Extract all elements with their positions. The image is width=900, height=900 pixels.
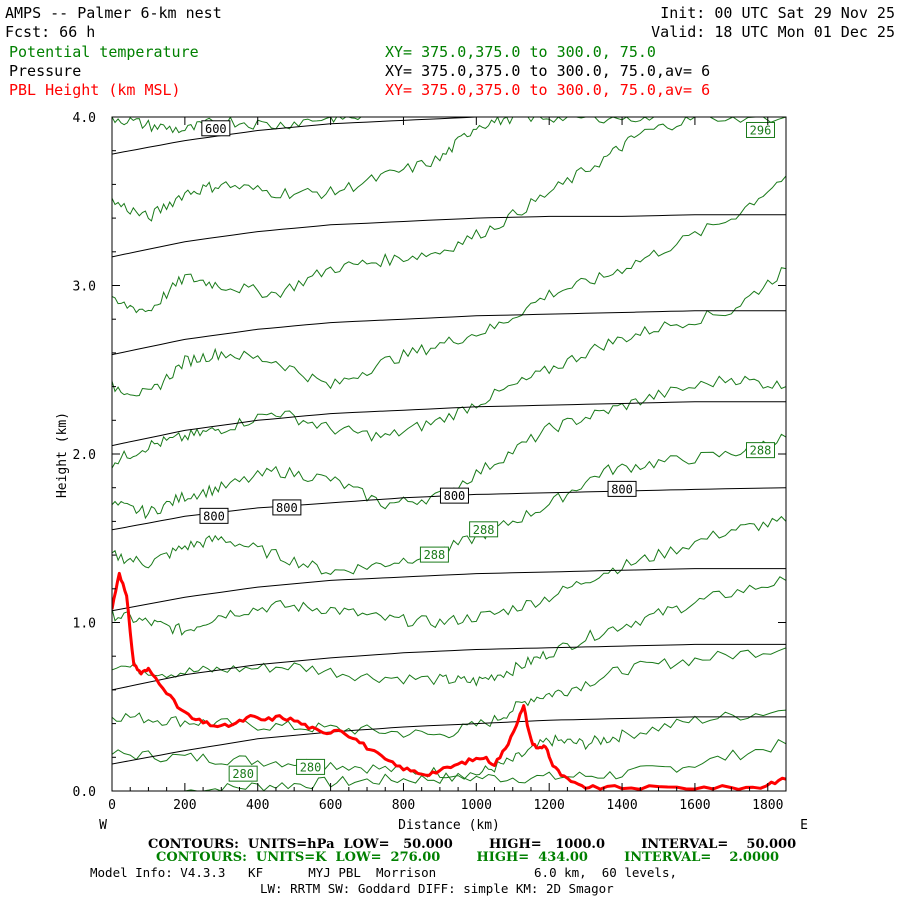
svg-text:800: 800 bbox=[611, 482, 633, 496]
y-tick-label: 2.0 bbox=[73, 448, 96, 463]
x-tick-label: 200 bbox=[173, 798, 196, 813]
x-tick-label: 1800 bbox=[752, 798, 783, 813]
pressure-isobar-700 bbox=[112, 310, 786, 356]
model-info: Model Info: V4.3.3 KF MYJ PBL Morrison 6… bbox=[90, 865, 677, 880]
svg-text:288: 288 bbox=[473, 523, 495, 537]
forecast-hour: Fcst: 66 h bbox=[5, 23, 95, 41]
x-axis-label: Distance (km) bbox=[398, 818, 500, 833]
svg-text:296: 296 bbox=[750, 123, 772, 137]
legend-theta-name: Potential temperature bbox=[9, 43, 199, 61]
axis-ticks: 0 200 400 600 800 1000 1200 1400 1600 1800 0.0 1.0 2… bbox=[73, 111, 786, 813]
pressure-isobar-950 bbox=[112, 716, 786, 765]
physics-info: LW: RRTM SW: Goddard DIFF: simple KM: 2D… bbox=[260, 881, 614, 896]
pressure-isobar-650 bbox=[112, 214, 786, 258]
x-tick-label: 0 bbox=[108, 798, 116, 813]
contour-labels: 600 800 800 800 800 296 288 288 288 280 280 bbox=[199, 120, 775, 782]
theta-isentrope-298 bbox=[112, 117, 659, 222]
theta-isentrope-286 bbox=[112, 515, 786, 636]
theta-isentrope-282 bbox=[112, 647, 786, 739]
svg-text:280: 280 bbox=[300, 760, 322, 774]
theta-isentrope-292 bbox=[112, 267, 786, 469]
svg-text:288: 288 bbox=[750, 444, 772, 458]
y-tick-label: 4.0 bbox=[73, 111, 96, 126]
x-tick-label: 1200 bbox=[534, 798, 565, 813]
x-tick-label: 400 bbox=[246, 798, 269, 813]
legend-theta-spec: XY= 375.0,375.0 to 300.0, 75.0 bbox=[385, 43, 656, 61]
pbl-height-line bbox=[112, 571, 786, 791]
x-tick-label: 800 bbox=[392, 798, 415, 813]
pressure-label-600: 600 bbox=[201, 120, 231, 137]
svg-text:280: 280 bbox=[232, 767, 254, 781]
pressure-isobar-850 bbox=[112, 568, 786, 612]
theta-isentrope-288 bbox=[112, 433, 786, 575]
theta-label-296: 296 bbox=[745, 121, 775, 138]
x-tick-label: 1000 bbox=[461, 798, 492, 813]
svg-text:288: 288 bbox=[424, 548, 446, 562]
theta-isentrope-300 bbox=[112, 117, 367, 134]
theta-label-288: 288 bbox=[419, 546, 449, 563]
theta-label-280: 280 bbox=[296, 758, 326, 775]
theta-isentrope-278 bbox=[184, 739, 786, 791]
pressure-label-800: 800 bbox=[199, 507, 229, 524]
theta-isentrope-296 bbox=[112, 117, 786, 314]
y-axis-label: Height (km) bbox=[55, 412, 70, 498]
x-axis-west-label: W bbox=[99, 818, 107, 833]
legend-pbl-name: PBL Height (km MSL) bbox=[9, 81, 181, 99]
x-tick-label: 600 bbox=[319, 798, 342, 813]
theta-contour-info: CONTOURS: UNITS=K LOW= 276.00 HIGH= 434.… bbox=[156, 850, 779, 865]
theta-isentrope-280 bbox=[112, 709, 786, 780]
init-time: Init: 00 UTC Sat 29 Nov 25 bbox=[660, 4, 895, 22]
theta-isentrope-290 bbox=[112, 375, 786, 520]
theta-label-280: 280 bbox=[228, 765, 258, 782]
pressure-isobar-750 bbox=[112, 401, 786, 447]
legend-pressure-spec: XY= 375.0,375.0 to 300.0, 75.0,av= 6 bbox=[385, 62, 710, 80]
svg-text:600: 600 bbox=[205, 122, 227, 136]
figure-title: AMPS -- Palmer 6-km nest bbox=[5, 4, 222, 22]
x-tick-label: 1600 bbox=[679, 798, 710, 813]
theta-label-288: 288 bbox=[469, 521, 499, 538]
legend-pressure-name: Pressure bbox=[9, 62, 81, 80]
x-axis-east-label: E bbox=[800, 818, 808, 833]
valid-time: Valid: 18 UTC Mon 01 Dec 25 bbox=[651, 23, 895, 41]
pressure-label-800: 800 bbox=[272, 499, 302, 516]
theta-contours bbox=[112, 117, 786, 791]
theta-label-288: 288 bbox=[745, 442, 775, 459]
legend-pbl-spec: XY= 375.0,375.0 to 300.0, 75.0,av= 6 bbox=[385, 81, 710, 99]
plot-area: 600 800 800 800 800 296 288 288 288 280 280 0 200 40… bbox=[73, 111, 787, 813]
pressure-isobar-900 bbox=[112, 643, 786, 691]
y-tick-label: 1.0 bbox=[73, 617, 96, 632]
svg-text:800: 800 bbox=[276, 501, 298, 515]
y-tick-label: 3.0 bbox=[73, 280, 96, 295]
svg-text:800: 800 bbox=[203, 509, 225, 523]
svg-text:800: 800 bbox=[444, 489, 466, 503]
pressure-contour-info: CONTOURS: UNITS=hPa LOW= 50.000 HIGH= 10… bbox=[148, 837, 796, 852]
pbl-height-layer bbox=[112, 571, 786, 791]
y-tick-label: 0.0 bbox=[73, 785, 96, 800]
x-tick-label: 1400 bbox=[606, 798, 637, 813]
pressure-contours bbox=[112, 117, 786, 765]
theta-isentrope-294 bbox=[112, 175, 786, 397]
plot-frame bbox=[111, 116, 787, 792]
pressure-label-800: 800 bbox=[439, 487, 469, 504]
pressure-label-800: 800 bbox=[607, 480, 637, 497]
